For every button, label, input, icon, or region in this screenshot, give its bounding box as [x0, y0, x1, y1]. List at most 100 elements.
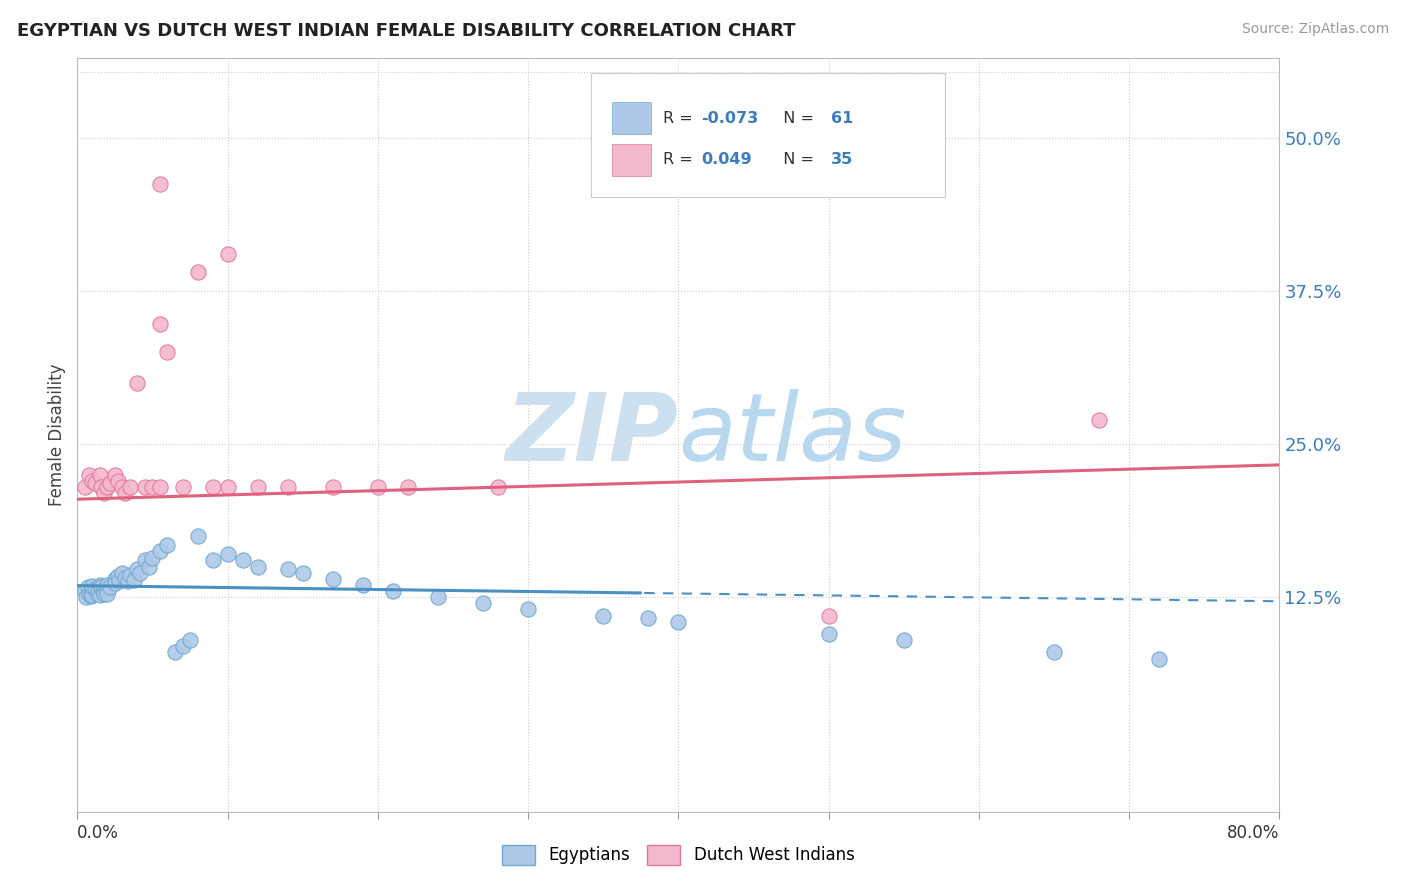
Point	[517, 602, 540, 616]
Point	[1088, 412, 1111, 426]
Point	[592, 608, 614, 623]
Point	[114, 571, 136, 585]
Point	[817, 627, 839, 641]
Text: atlas: atlas	[679, 389, 907, 481]
Point	[149, 317, 172, 331]
Point	[668, 615, 690, 629]
Point	[84, 476, 107, 491]
Point	[201, 553, 224, 567]
Point	[84, 582, 107, 596]
Point	[100, 476, 122, 491]
Point	[73, 584, 96, 599]
Point	[201, 480, 224, 494]
Point	[82, 588, 104, 602]
Point	[396, 480, 419, 494]
Point	[114, 486, 136, 500]
Point	[107, 474, 129, 488]
Point	[1343, 412, 1365, 426]
Text: Source: ZipAtlas.com: Source: ZipAtlas.com	[1241, 22, 1389, 37]
Point	[75, 591, 97, 605]
Point	[118, 568, 141, 582]
Point	[90, 581, 112, 595]
FancyBboxPatch shape	[591, 73, 945, 197]
Text: ZIP: ZIP	[506, 389, 679, 481]
Point	[96, 586, 118, 600]
Y-axis label: Female Disability: Female Disability	[48, 364, 66, 506]
Point	[82, 582, 104, 597]
Point	[89, 588, 111, 602]
Point	[96, 584, 118, 599]
Point	[186, 265, 209, 279]
Point	[141, 551, 163, 566]
Point	[86, 586, 108, 600]
FancyBboxPatch shape	[612, 144, 651, 176]
Text: 61: 61	[831, 111, 853, 126]
Point	[129, 566, 152, 580]
Point	[138, 559, 160, 574]
Point	[232, 553, 254, 567]
Point	[127, 376, 149, 390]
Point	[100, 581, 122, 595]
Point	[427, 591, 450, 605]
Point	[82, 585, 104, 599]
Point	[472, 596, 495, 610]
Point	[91, 585, 114, 599]
Text: -0.073: -0.073	[702, 111, 758, 126]
Point	[111, 480, 134, 494]
Point	[108, 574, 131, 589]
Legend: Egyptians, Dutch West Indians: Egyptians, Dutch West Indians	[495, 838, 862, 871]
Point	[80, 589, 103, 603]
Point	[124, 573, 146, 587]
Point	[89, 578, 111, 592]
Point	[107, 569, 129, 583]
Point	[149, 178, 172, 192]
Point	[93, 582, 115, 597]
Point	[893, 633, 915, 648]
Point	[96, 578, 118, 592]
Point	[172, 480, 194, 494]
Point	[104, 575, 127, 590]
Point	[93, 586, 115, 600]
Point	[163, 645, 186, 659]
Point	[217, 480, 239, 494]
Point	[217, 247, 239, 261]
Point	[141, 480, 163, 494]
Point	[381, 584, 404, 599]
Point	[156, 537, 179, 551]
Point	[127, 562, 149, 576]
Point	[82, 579, 104, 593]
Point	[367, 480, 389, 494]
Point	[637, 611, 659, 625]
Point	[277, 480, 299, 494]
Point	[89, 467, 111, 482]
Point	[277, 562, 299, 576]
Point	[486, 480, 509, 494]
Text: 80.0%: 80.0%	[1227, 824, 1279, 842]
Point	[118, 480, 141, 494]
Point	[246, 480, 269, 494]
Point	[172, 640, 194, 654]
Point	[87, 584, 110, 599]
Point	[117, 574, 139, 589]
Point	[104, 467, 127, 482]
Point	[73, 480, 96, 494]
Text: R =: R =	[662, 111, 697, 126]
Text: R =: R =	[662, 153, 697, 167]
Point	[76, 581, 98, 595]
Point	[291, 566, 314, 580]
Point	[322, 480, 344, 494]
Point	[90, 480, 112, 494]
Text: 0.0%: 0.0%	[77, 824, 120, 842]
Point	[817, 608, 839, 623]
Point	[322, 572, 344, 586]
Point	[96, 480, 118, 494]
Point	[149, 480, 172, 494]
Point	[246, 559, 269, 574]
Text: N =: N =	[773, 111, 820, 126]
Point	[134, 553, 156, 567]
Point	[82, 474, 104, 488]
FancyBboxPatch shape	[612, 103, 651, 134]
Point	[149, 543, 172, 558]
Text: N =: N =	[773, 153, 820, 167]
Point	[186, 529, 209, 543]
